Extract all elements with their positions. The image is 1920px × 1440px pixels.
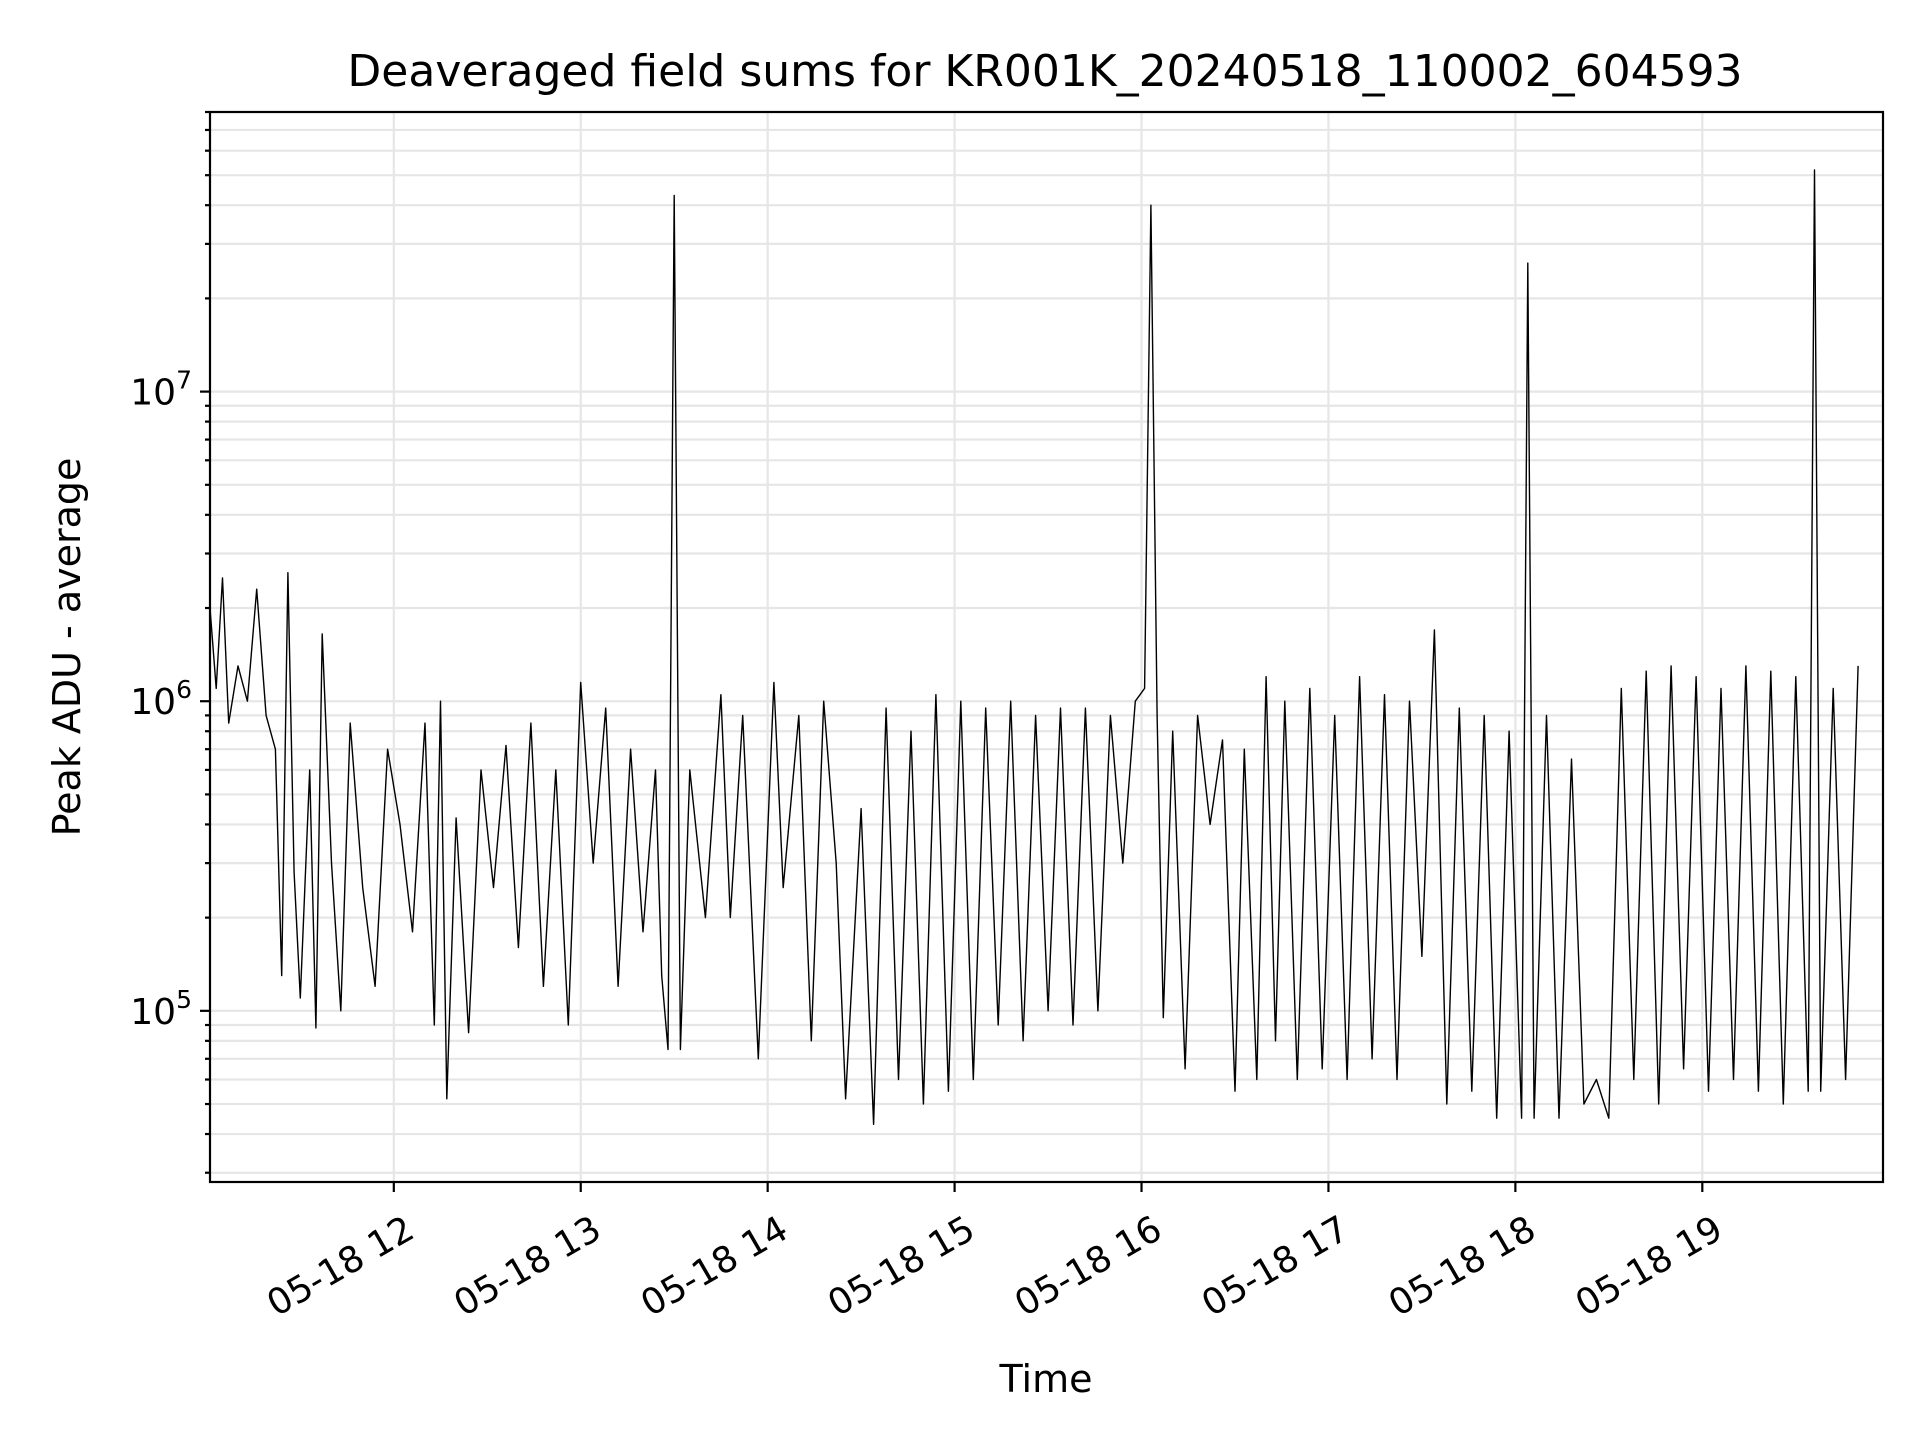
x-tick-label: 05-18 18: [1382, 1208, 1543, 1324]
x-tick-label: 05-18 12: [260, 1208, 421, 1324]
y-tick-label: 106: [130, 675, 192, 723]
series-line-0: [209, 169, 1859, 1126]
x-axis: 05-18 12 05-18 13 05-18 14 05-18 15 05-18 16…: [260, 1182, 1730, 1325]
y-tick-label: 105: [130, 985, 192, 1033]
grid: [210, 110, 1883, 1182]
chart-title: Deaveraged field sums for KR001K_2024051…: [347, 46, 1742, 97]
x-tick-label: 05-18 13: [447, 1208, 608, 1324]
x-tick-label: 05-18 15: [821, 1208, 982, 1324]
y-tick-label: 107: [130, 366, 192, 414]
y-axis: 105 106 107: [130, 110, 210, 1174]
plot-frame: [208, 110, 1885, 1184]
series-layer: [209, 169, 1859, 1126]
x-tick-label: 05-18 19: [1569, 1208, 1730, 1324]
x-tick-label: 05-18 14: [634, 1208, 795, 1324]
x-axis-label: Time: [999, 1357, 1093, 1401]
x-tick-label: 05-18 16: [1008, 1208, 1169, 1324]
x-tick-label: 05-18 17: [1195, 1208, 1356, 1324]
y-axis-label: Peak ADU - average: [45, 458, 89, 837]
